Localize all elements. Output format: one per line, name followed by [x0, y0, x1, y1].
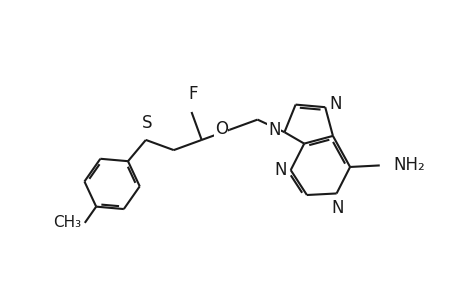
- Text: S: S: [141, 114, 152, 132]
- Text: CH₃: CH₃: [53, 215, 81, 230]
- Text: NH₂: NH₂: [393, 156, 425, 174]
- Text: N: N: [329, 95, 341, 113]
- Text: O: O: [214, 120, 227, 138]
- Text: F: F: [188, 85, 198, 103]
- Text: N: N: [268, 121, 280, 139]
- Text: N: N: [274, 161, 286, 179]
- Text: N: N: [330, 200, 343, 217]
